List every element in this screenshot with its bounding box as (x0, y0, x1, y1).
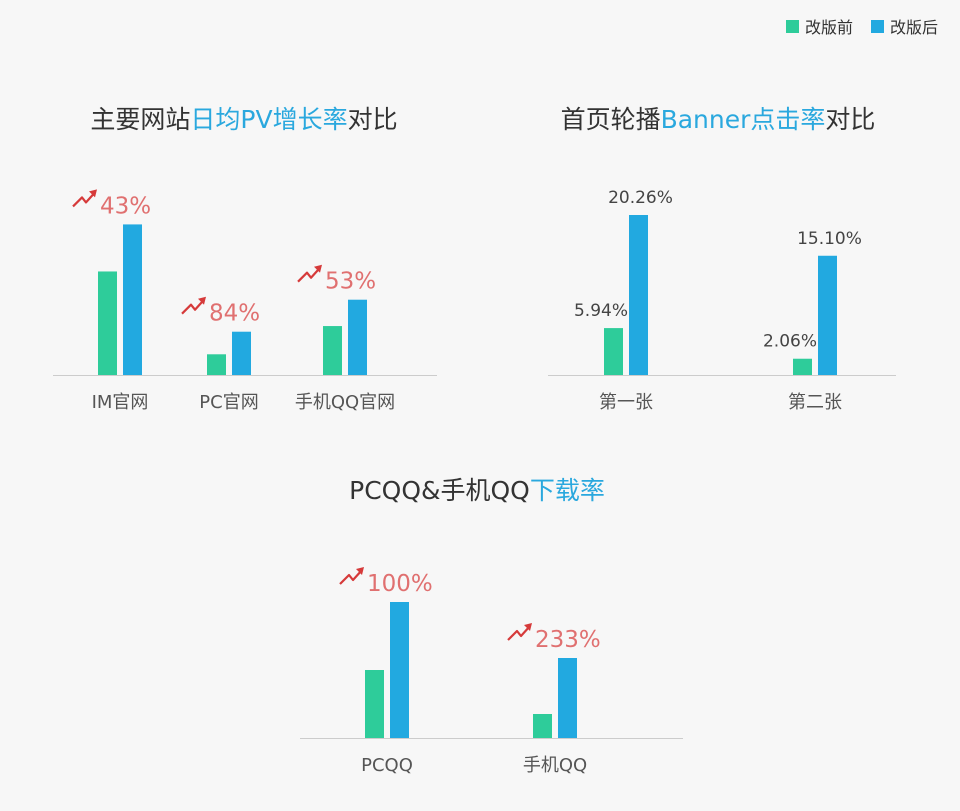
chart-0-bar-0-2 (323, 326, 342, 375)
chart-1-data-label-1-1: 15.10% (797, 229, 862, 249)
chart-2-trend-arrow-icon-0 (339, 567, 364, 585)
legend-item-after: 改版后 (870, 14, 938, 38)
legend-label-before: 改版前 (804, 18, 853, 37)
chart-0-growth-label-0: 43% (100, 193, 151, 219)
chart-2-bar-0-1 (533, 714, 552, 738)
chart-1-data-label-0-1: 2.06% (763, 332, 817, 352)
chart-1-data-label-1-0: 20.26% (608, 188, 673, 208)
chart-1-bar-1-0 (629, 215, 648, 375)
chart-2-category-label-0: PCQQ (361, 755, 413, 776)
chart-title-pv-main: 主要网站 (90, 105, 191, 134)
chart-0-bar-1-0 (123, 224, 142, 375)
chart-title-banner-tail: 对比 (825, 105, 876, 134)
chart-0-bar-1-1 (232, 331, 251, 375)
chart-title-pv-highlight: 日均PV增长率 (190, 105, 348, 134)
chart-0-trend-arrow-icon-1 (181, 296, 206, 315)
chart-0-category-label-0: IM官网 (92, 392, 149, 413)
chart-0-growth-label-1: 84% (209, 301, 260, 327)
chart-1-bar-0-1 (793, 358, 812, 375)
chart-1-data-label-0-0: 5.94% (574, 301, 628, 321)
legend-swatch-after (870, 19, 884, 33)
chart-title-download-highlight: 下载率 (529, 476, 605, 505)
chart-0-trend-arrow-icon-0 (72, 189, 97, 208)
chart-title-download: PCQQ&手机QQ下载率 (349, 471, 605, 507)
legend: 改版前 改版后 (785, 14, 938, 38)
chart-1-bar-0-0 (604, 328, 623, 375)
chart-2-bar-1-1 (558, 658, 577, 738)
chart-2-trend-arrow-icon-1 (507, 623, 532, 641)
chart-1-category-label-0: 第一张 (599, 392, 653, 413)
chart-0-category-label-1: PC官网 (199, 392, 258, 413)
chart-title-pv-tail: 对比 (347, 105, 398, 134)
chart-0-bar-0-0 (98, 271, 117, 375)
chart-title-download-main: PCQQ&手机QQ (349, 476, 530, 505)
legend-item-before: 改版前 (785, 14, 853, 38)
chart-0-growth-label-2: 53% (325, 269, 376, 295)
legend-swatch-before (785, 19, 799, 33)
chart-2-bar-1-0 (390, 602, 409, 738)
chart-title-banner: 首页轮播Banner点击率对比 (561, 100, 876, 136)
chart-2-bar-0-0 (365, 670, 384, 738)
chart-0-bar-0-1 (207, 354, 226, 375)
chart-1-bar-1-1 (818, 255, 837, 375)
chart-title-banner-highlight: Banner点击率 (660, 105, 826, 134)
chart-title-pv: 主要网站日均PV增长率对比 (90, 100, 397, 136)
chart-title-banner-main: 首页轮播 (560, 105, 661, 134)
chart-0-category-label-2: 手机QQ官网 (295, 392, 395, 413)
chart-0-bar-1-2 (348, 299, 367, 375)
legend-label-after: 改版后 (889, 18, 938, 37)
chart-0-trend-arrow-icon-2 (297, 264, 322, 283)
chart-2-growth-label-1: 233% (535, 627, 601, 653)
chart-2-growth-label-0: 100% (367, 571, 433, 597)
chart-1-category-label-1: 第二张 (788, 392, 842, 413)
chart-2-category-label-1: 手机QQ (523, 755, 587, 776)
